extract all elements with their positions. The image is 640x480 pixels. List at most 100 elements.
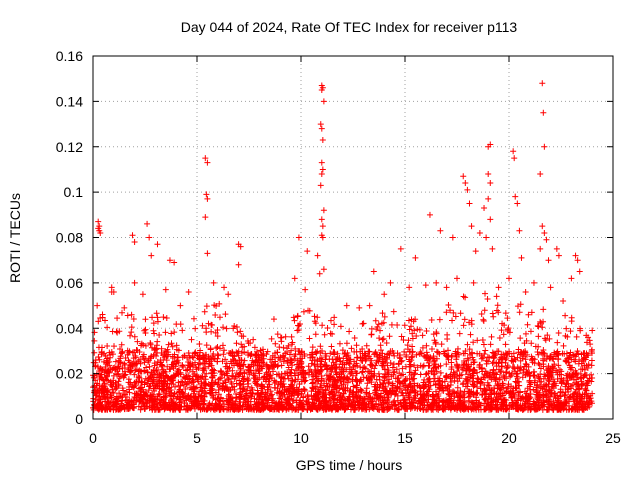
data-point: [110, 288, 117, 295]
data-point: [171, 391, 178, 398]
data-point: [511, 155, 518, 162]
data-point: [220, 380, 227, 387]
data-point: [361, 397, 368, 404]
data-point: [541, 229, 548, 236]
data-point: [235, 406, 242, 413]
data-point: [444, 347, 451, 354]
data-point: [385, 376, 392, 383]
data-point: [269, 368, 276, 375]
data-point: [555, 329, 562, 336]
data-point: [564, 370, 571, 377]
data-point: [338, 377, 345, 384]
data-point: [450, 403, 457, 410]
data-point: [545, 399, 552, 406]
data-point: [365, 400, 372, 407]
data-point: [318, 125, 325, 132]
data-point: [232, 405, 239, 412]
data-point: [333, 371, 340, 378]
data-point: [190, 354, 197, 361]
data-point: [238, 357, 245, 364]
data-point: [496, 334, 503, 341]
data-point: [128, 398, 135, 405]
data-point: [117, 346, 124, 353]
data-point: [167, 392, 174, 399]
data-point: [320, 390, 327, 397]
data-point: [257, 347, 264, 354]
data-point: [382, 383, 389, 390]
data-point: [100, 377, 107, 384]
data-point: [159, 385, 166, 392]
data-point: [486, 354, 493, 361]
data-point: [497, 386, 504, 393]
data-point: [202, 214, 209, 221]
data-point: [302, 286, 309, 293]
data-point: [123, 388, 130, 395]
data-point: [334, 350, 341, 357]
data-point: [449, 234, 456, 241]
data-point: [480, 341, 487, 348]
data-point: [372, 389, 379, 396]
data-point: [434, 375, 441, 382]
data-point: [332, 377, 339, 384]
data-point: [350, 372, 357, 379]
data-point: [511, 391, 518, 398]
data-point: [231, 322, 238, 329]
data-point: [219, 358, 226, 365]
data-point: [362, 403, 369, 410]
data-point: [260, 360, 267, 367]
data-point: [545, 365, 552, 372]
data-point: [587, 392, 594, 399]
data-point: [318, 216, 325, 223]
data-point: [458, 364, 465, 371]
data-point: [517, 367, 524, 374]
data-point: [499, 380, 506, 387]
data-point: [266, 381, 273, 388]
data-point: [142, 342, 149, 349]
data-point: [467, 331, 474, 338]
data-point: [466, 346, 473, 353]
data-point: [393, 388, 400, 395]
data-point: [327, 317, 334, 324]
data-point: [502, 341, 509, 348]
data-point: [549, 363, 556, 370]
data-point: [92, 362, 99, 369]
data-point: [333, 356, 340, 363]
x-tick-label: 10: [293, 430, 309, 446]
data-point: [288, 333, 295, 340]
data-point: [319, 136, 326, 143]
data-point: [546, 335, 553, 342]
data-point: [487, 369, 494, 376]
data-point: [295, 327, 302, 334]
data-point: [99, 405, 106, 412]
data-point: [150, 352, 157, 359]
data-point: [573, 400, 580, 407]
data-point: [253, 403, 260, 410]
data-point: [461, 361, 468, 368]
data-point: [530, 398, 537, 405]
data-point: [106, 362, 113, 369]
data-point: [391, 352, 398, 359]
data-point: [357, 393, 364, 400]
data-point: [270, 362, 277, 369]
data-point: [563, 350, 570, 357]
x-tick-label: 15: [397, 430, 413, 446]
data-point: [178, 398, 185, 405]
data-point: [102, 317, 109, 324]
data-point: [141, 405, 148, 412]
data-point: [390, 361, 397, 368]
data-point: [390, 308, 397, 315]
data-point: [148, 252, 155, 259]
data-point: [477, 402, 484, 409]
data-point: [299, 405, 306, 412]
data-point: [389, 387, 396, 394]
data-point: [388, 321, 395, 328]
data-point: [551, 380, 558, 387]
data-point: [536, 375, 543, 382]
data-point: [573, 393, 580, 400]
data-point: [236, 395, 243, 402]
data-point: [212, 312, 219, 319]
data-point: [277, 354, 284, 361]
data-point: [323, 352, 330, 359]
data-point: [191, 401, 198, 408]
data-point: [168, 340, 175, 347]
